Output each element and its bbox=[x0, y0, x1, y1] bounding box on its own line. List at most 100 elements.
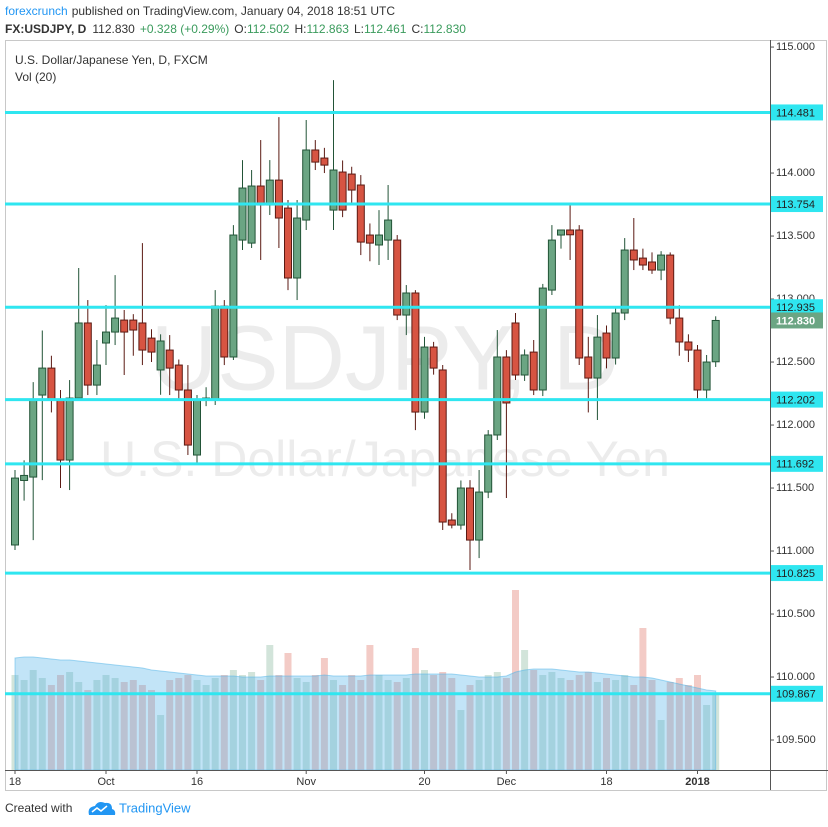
last-price-label: 112.830 bbox=[776, 315, 815, 327]
volume-bar bbox=[239, 675, 246, 770]
candle-body bbox=[274, 179, 283, 219]
candle-body bbox=[648, 261, 656, 271]
volume-bar bbox=[411, 648, 419, 770]
level-label: 112.202 bbox=[776, 394, 815, 406]
brand-logo[interactable] bbox=[88, 802, 116, 815]
level-label-box bbox=[771, 685, 823, 702]
ohlc-value: 112.830 bbox=[423, 22, 466, 36]
candle-body bbox=[702, 361, 711, 391]
level-label-box bbox=[771, 299, 823, 316]
candle-body bbox=[620, 249, 629, 314]
candle-body bbox=[711, 319, 720, 363]
footer-text: Created with bbox=[5, 801, 72, 815]
footer-brand[interactable]: TradingView bbox=[119, 800, 191, 815]
volume-bar bbox=[339, 685, 347, 770]
level-label: 113.754 bbox=[776, 199, 815, 211]
volume-bar bbox=[530, 670, 538, 770]
candle-body bbox=[429, 346, 438, 369]
candle-body bbox=[511, 322, 520, 376]
volume-bar bbox=[521, 650, 529, 770]
candle-body bbox=[520, 354, 529, 376]
candle-body bbox=[129, 319, 138, 331]
y-tick-label: 115.000 bbox=[776, 41, 815, 53]
candle-body bbox=[29, 399, 38, 478]
publisher[interactable]: forexcrunch bbox=[5, 4, 68, 18]
candle-body bbox=[193, 399, 201, 456]
volume-bar bbox=[29, 670, 37, 770]
candle-body bbox=[147, 337, 156, 353]
x-tick-label: Oct bbox=[97, 776, 114, 788]
candle-body bbox=[657, 254, 666, 271]
volume-bar bbox=[548, 672, 556, 770]
volume-bar bbox=[266, 645, 274, 770]
candle-body bbox=[638, 257, 647, 266]
x-tick-label: 16 bbox=[191, 776, 203, 788]
volume-ma-area bbox=[14, 656, 717, 771]
volume-bar bbox=[475, 680, 483, 770]
candle-body bbox=[229, 234, 238, 358]
candle-body bbox=[265, 179, 274, 206]
level-label: 110.825 bbox=[776, 568, 815, 580]
y-tick-label: 110.500 bbox=[776, 608, 815, 620]
volume-bar bbox=[229, 670, 237, 770]
ohlc-value: 112.502 bbox=[247, 22, 290, 36]
volume-bar bbox=[402, 678, 410, 770]
volume-bar bbox=[330, 680, 337, 770]
chart-frame bbox=[5, 40, 827, 791]
volume-bar bbox=[75, 682, 83, 770]
x-tick-label: Nov bbox=[296, 776, 316, 788]
last: 112.830 bbox=[92, 22, 135, 36]
volume-bar bbox=[357, 680, 365, 770]
candle-body bbox=[120, 319, 129, 333]
level-label: 112.935 bbox=[776, 302, 815, 314]
candle-body bbox=[56, 399, 65, 461]
level-label: 114.481 bbox=[776, 107, 815, 119]
volume-bar bbox=[657, 720, 665, 770]
volume-bar bbox=[120, 682, 128, 770]
candle-body bbox=[365, 234, 374, 244]
ohlc-label: H: bbox=[294, 22, 306, 36]
candle-body bbox=[575, 229, 584, 359]
candle-body bbox=[302, 149, 311, 221]
ohlc-value: 112.461 bbox=[364, 22, 407, 36]
candle-body bbox=[92, 364, 101, 386]
volume-bar bbox=[311, 675, 319, 770]
volume-bar bbox=[575, 675, 583, 770]
candle-body bbox=[402, 292, 411, 316]
volume-bar bbox=[348, 675, 356, 770]
y-tick-label: 110.000 bbox=[776, 671, 815, 683]
y-tick-label: 109.500 bbox=[776, 734, 816, 746]
level-label-box bbox=[771, 196, 823, 213]
plot-layer: 109.500 110.000 110.500 111.000 111.500 112.0… bbox=[5, 41, 823, 788]
x-tick-label: 20 bbox=[418, 776, 430, 788]
candle-body bbox=[456, 487, 465, 526]
candle-body bbox=[256, 185, 265, 206]
candle-body bbox=[593, 336, 602, 379]
volume-bar bbox=[38, 678, 46, 770]
volume-bar bbox=[84, 690, 92, 770]
logo-cloud bbox=[88, 802, 116, 815]
x-tick-label: 2018 bbox=[685, 776, 709, 788]
change: +0.328 (+0.29%) bbox=[140, 22, 229, 36]
candle-body bbox=[466, 487, 474, 541]
x-tick-label: 18 bbox=[9, 776, 21, 788]
candle-body bbox=[320, 157, 329, 166]
volume-bar bbox=[539, 675, 547, 770]
candle-body bbox=[602, 332, 611, 359]
volume-bar bbox=[293, 678, 301, 770]
candle-body bbox=[293, 217, 302, 279]
level-label-box bbox=[771, 565, 823, 582]
y-tick-label: 112.000 bbox=[776, 419, 815, 431]
candle-body bbox=[329, 169, 338, 211]
candle-body bbox=[611, 312, 620, 359]
volume-bar bbox=[421, 670, 428, 770]
volume-bar bbox=[439, 672, 447, 770]
volume-bar bbox=[430, 675, 438, 770]
volume-bar bbox=[111, 678, 119, 770]
volume-bar bbox=[366, 645, 374, 770]
volume-bar bbox=[248, 672, 256, 770]
candle-body bbox=[38, 367, 47, 396]
candle-body bbox=[211, 305, 220, 401]
